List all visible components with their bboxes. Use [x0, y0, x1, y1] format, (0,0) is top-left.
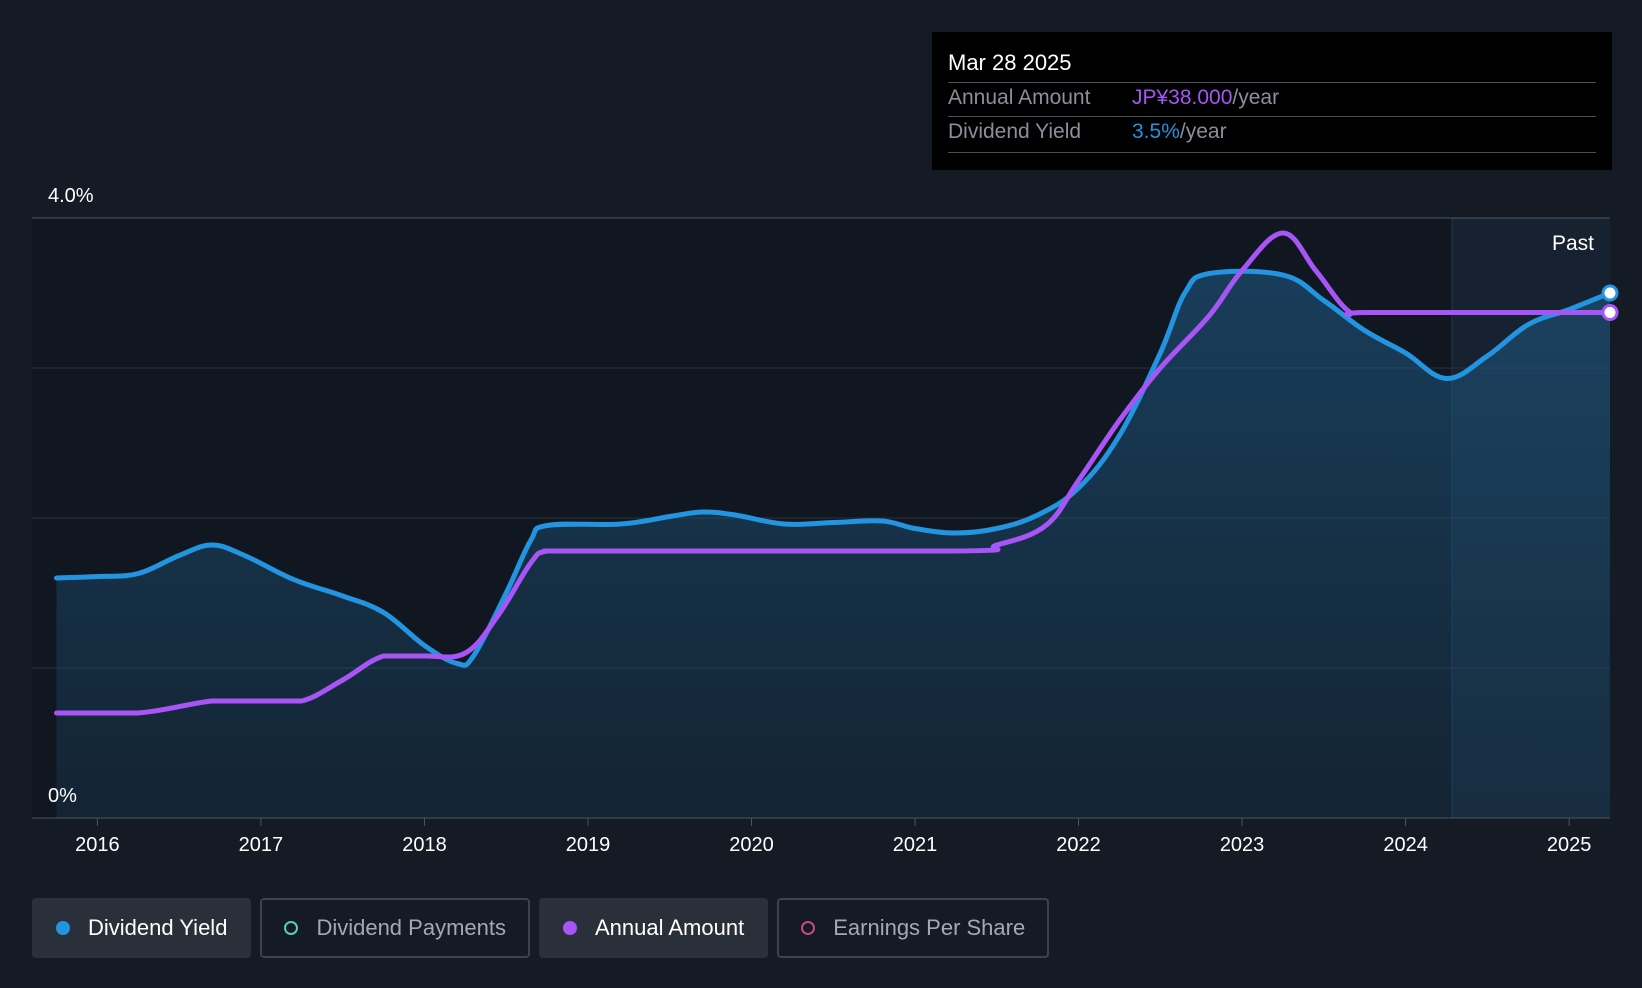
- tooltip-date: Mar 28 2025: [948, 50, 1072, 75]
- legend-label: Dividend Payments: [316, 915, 506, 940]
- x-tick-label: 2020: [729, 834, 774, 856]
- tooltip-value-wrap: JP¥38.000/year: [1132, 86, 1279, 110]
- legend-annual-amount-button[interactable]: Annual Amount: [538, 898, 769, 958]
- tooltip-unit: /year: [1179, 120, 1227, 143]
- dividend-yield-line: [54, 268, 1613, 668]
- dividend-yield-area: [56, 271, 1610, 818]
- x-axis-ticks: 2016 2017 2018 2019 2020 2021 2022 2023 2024 2025: [75, 818, 1591, 856]
- y-axis-top-label: 4.0%: [48, 185, 94, 207]
- legend-earnings-per-share-button[interactable]: Earnings Per Share: [777, 898, 1050, 958]
- x-tick-label: 2019: [566, 834, 611, 856]
- x-tick-label: 2022: [1056, 834, 1101, 856]
- legend: Dividend Yield Dividend Payments Annual …: [32, 898, 1050, 962]
- ring-icon: [284, 921, 299, 935]
- x-tick-label: 2025: [1547, 834, 1592, 856]
- tooltip-value-wrap: 3.5%/year: [1132, 120, 1227, 144]
- x-tick-label: 2021: [893, 834, 938, 856]
- tooltip-value: JP¥38.000: [1132, 86, 1233, 109]
- x-tick-label: 2023: [1220, 834, 1265, 856]
- legend-dividend-yield-button[interactable]: Dividend Yield: [32, 898, 252, 958]
- tooltip-row-dividend-yield: Dividend Yield 3.5%/year: [948, 120, 1227, 144]
- y-axis-bottom-label: 0%: [48, 785, 77, 807]
- x-tick-label: 2017: [239, 834, 284, 856]
- ring-icon: [801, 921, 816, 935]
- annual-amount-end-marker: [1601, 304, 1619, 321]
- past-label: Past: [1552, 232, 1594, 255]
- legend-dividend-payments-button[interactable]: Dividend Payments: [260, 898, 530, 958]
- tooltip-label: Annual Amount: [948, 86, 1091, 109]
- annual-amount-line: [54, 230, 1613, 716]
- legend-label: Earnings Per Share: [833, 915, 1026, 940]
- legend-label: Dividend Yield: [88, 915, 228, 940]
- x-tick-label: 2024: [1383, 834, 1428, 856]
- legend-label: Annual Amount: [594, 915, 745, 940]
- tooltip-value: 3.5%: [1132, 120, 1180, 143]
- dividend-yield-end-marker: [1601, 284, 1619, 302]
- tooltip-row-annual-amount: Annual Amount JP¥38.000/year: [948, 86, 1279, 110]
- tooltip-divider: [948, 82, 1596, 83]
- x-tick-label: 2018: [402, 834, 447, 856]
- tooltip-label: Dividend Yield: [948, 120, 1082, 143]
- dot-icon: [562, 921, 577, 935]
- tooltip: Mar 28 2025 Annual Amount JP¥38.000/year…: [932, 32, 1612, 170]
- tooltip-unit: /year: [1232, 86, 1280, 109]
- x-tick-label: 2016: [75, 834, 120, 856]
- dot-icon: [56, 921, 70, 935]
- tooltip-divider: [948, 152, 1596, 153]
- tooltip-divider: [948, 116, 1596, 117]
